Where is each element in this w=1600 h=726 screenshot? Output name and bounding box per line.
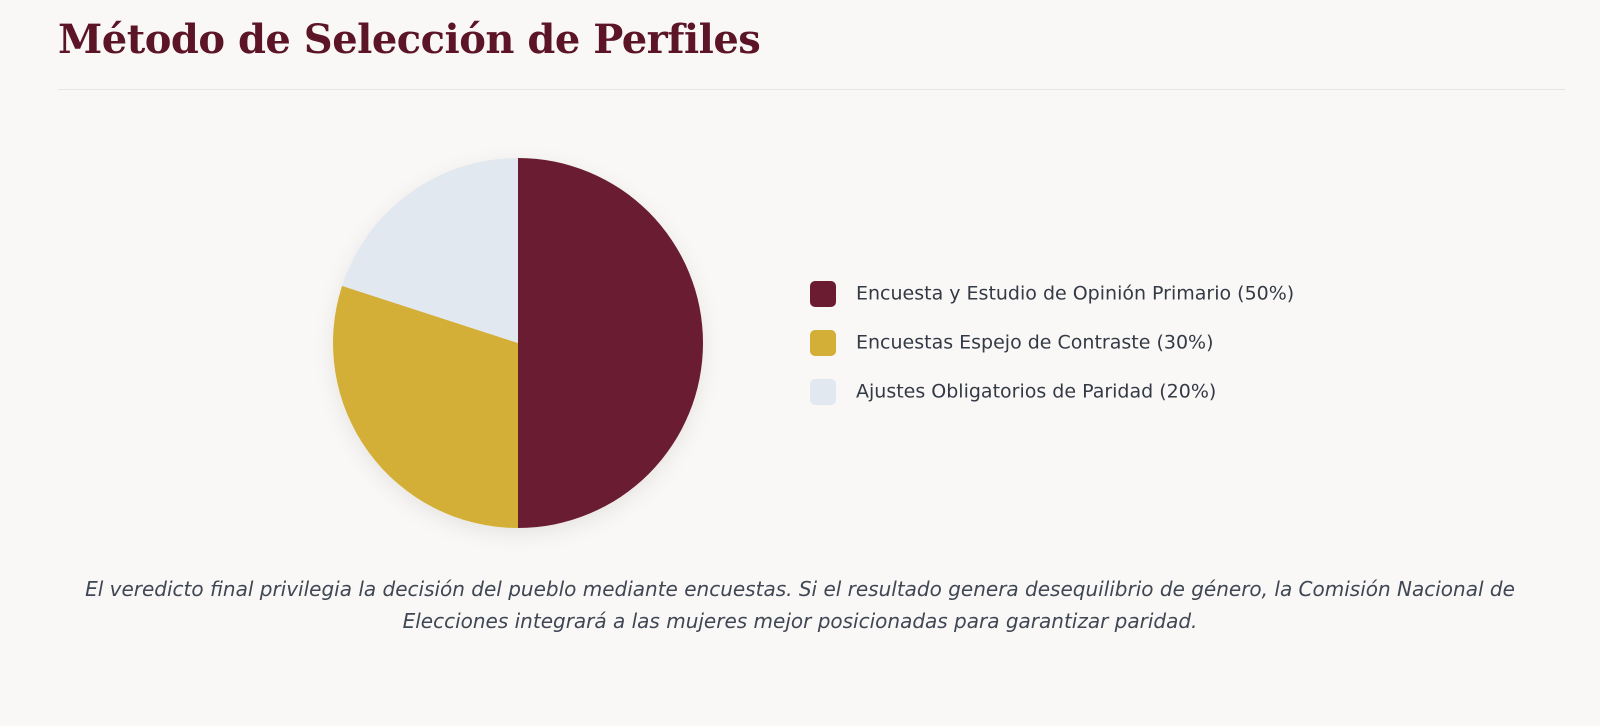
caption: El veredicto final privilegia la decisió… xyxy=(85,577,1515,633)
pie-slice xyxy=(342,158,518,343)
pie-slice xyxy=(518,158,703,528)
legend-swatch xyxy=(810,281,836,307)
legend-swatch xyxy=(810,330,836,356)
chart-title: Método de Selección de Perfiles xyxy=(58,16,761,63)
pie xyxy=(332,158,703,528)
legend-label: Encuestas Espejo de Contraste (30%) xyxy=(856,332,1214,354)
divider xyxy=(58,89,1565,90)
legend-label: Encuesta y Estudio de Opinión Primario (… xyxy=(856,283,1294,305)
legend-swatch xyxy=(810,379,836,405)
legend-label: Ajustes Obligatorios de Paridad (20%) xyxy=(856,381,1216,403)
pie-slice xyxy=(332,285,518,528)
legend: Encuesta y Estudio de Opinión Primario (… xyxy=(810,281,1294,405)
